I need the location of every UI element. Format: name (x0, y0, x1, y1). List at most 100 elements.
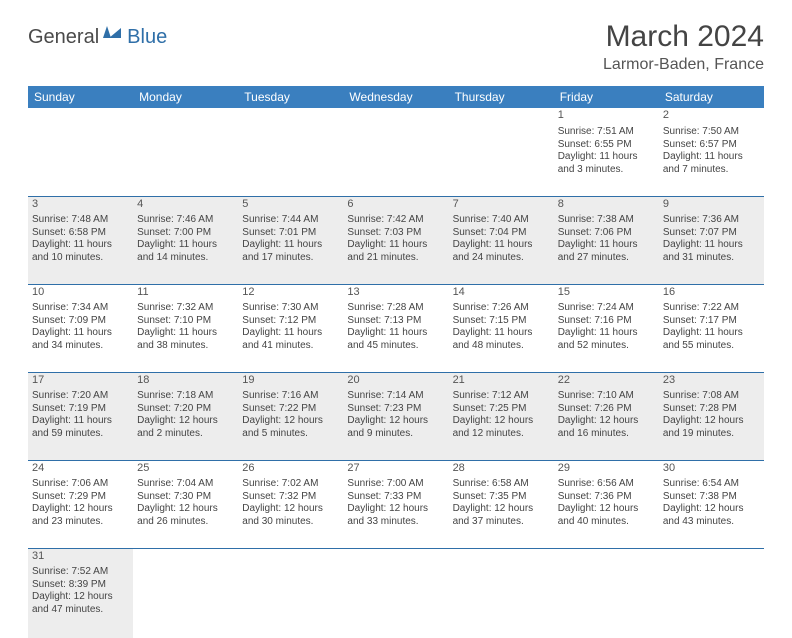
day-content-cell: Sunrise: 7:22 AMSunset: 7:17 PMDaylight:… (659, 300, 764, 372)
header: General Blue March 2024 Larmor-Baden, Fr… (28, 20, 764, 74)
day-content-cell (554, 564, 659, 638)
sunrise-text: Sunrise: 7:52 AM (32, 566, 129, 579)
sunset-text: Sunset: 7:23 PM (347, 403, 444, 416)
sunrise-text: Sunrise: 7:22 AM (663, 302, 760, 315)
day-number-cell (133, 548, 238, 564)
sunset-text: Sunset: 7:10 PM (137, 315, 234, 328)
sunrise-text: Sunrise: 7:24 AM (558, 302, 655, 315)
day-content-cell: Sunrise: 7:46 AMSunset: 7:00 PMDaylight:… (133, 212, 238, 284)
sunrise-text: Sunrise: 7:06 AM (32, 478, 129, 491)
sunrise-text: Sunrise: 7:30 AM (242, 302, 339, 315)
day-content-cell (238, 124, 343, 196)
week-daynum-row: 12 (28, 108, 764, 124)
day-header: Thursday (449, 86, 554, 108)
sunrise-text: Sunrise: 7:51 AM (558, 126, 655, 139)
day-content-cell (133, 564, 238, 638)
daylight-text: Daylight: 12 hours and 19 minutes. (663, 415, 760, 440)
daylight-text: Daylight: 12 hours and 47 minutes. (32, 591, 129, 616)
day-number-cell: 31 (28, 548, 133, 564)
day-content-cell: Sunrise: 6:56 AMSunset: 7:36 PMDaylight:… (554, 476, 659, 548)
sunrise-text: Sunrise: 7:16 AM (242, 390, 339, 403)
sunset-text: Sunset: 7:33 PM (347, 491, 444, 504)
sunset-text: Sunset: 7:06 PM (558, 227, 655, 240)
day-number-cell (238, 108, 343, 124)
day-content-cell: Sunrise: 7:34 AMSunset: 7:09 PMDaylight:… (28, 300, 133, 372)
location: Larmor-Baden, France (603, 56, 764, 74)
sunrise-text: Sunrise: 7:28 AM (347, 302, 444, 315)
sunset-text: Sunset: 7:01 PM (242, 227, 339, 240)
daylight-text: Daylight: 12 hours and 43 minutes. (663, 503, 760, 528)
day-number-cell: 5 (238, 196, 343, 212)
sunset-text: Sunset: 8:39 PM (32, 579, 129, 592)
day-number-cell: 29 (554, 460, 659, 476)
daylight-text: Daylight: 11 hours and 7 minutes. (663, 151, 760, 176)
sunrise-text: Sunrise: 7:46 AM (137, 214, 234, 227)
day-content-cell: Sunrise: 7:42 AMSunset: 7:03 PMDaylight:… (343, 212, 448, 284)
day-content-cell: Sunrise: 7:04 AMSunset: 7:30 PMDaylight:… (133, 476, 238, 548)
daylight-text: Daylight: 11 hours and 48 minutes. (453, 327, 550, 352)
day-content-cell (659, 564, 764, 638)
sunrise-text: Sunrise: 7:26 AM (453, 302, 550, 315)
sunset-text: Sunset: 7:03 PM (347, 227, 444, 240)
day-content-cell: Sunrise: 7:50 AMSunset: 6:57 PMDaylight:… (659, 124, 764, 196)
sunset-text: Sunset: 7:25 PM (453, 403, 550, 416)
sunrise-text: Sunrise: 7:38 AM (558, 214, 655, 227)
day-content-cell: Sunrise: 7:02 AMSunset: 7:32 PMDaylight:… (238, 476, 343, 548)
day-number-cell: 7 (449, 196, 554, 212)
day-number-cell: 27 (343, 460, 448, 476)
sunrise-text: Sunrise: 7:42 AM (347, 214, 444, 227)
day-number-cell (659, 548, 764, 564)
day-number-cell: 26 (238, 460, 343, 476)
daylight-text: Daylight: 12 hours and 37 minutes. (453, 503, 550, 528)
day-content-cell: Sunrise: 7:26 AMSunset: 7:15 PMDaylight:… (449, 300, 554, 372)
daylight-text: Daylight: 12 hours and 23 minutes. (32, 503, 129, 528)
day-header: Wednesday (343, 86, 448, 108)
day-number-cell: 3 (28, 196, 133, 212)
day-number-cell: 10 (28, 284, 133, 300)
day-content-cell: Sunrise: 7:32 AMSunset: 7:10 PMDaylight:… (133, 300, 238, 372)
sunrise-text: Sunrise: 7:48 AM (32, 214, 129, 227)
daylight-text: Daylight: 11 hours and 21 minutes. (347, 239, 444, 264)
day-content-cell: Sunrise: 7:44 AMSunset: 7:01 PMDaylight:… (238, 212, 343, 284)
day-header: Tuesday (238, 86, 343, 108)
sunset-text: Sunset: 7:00 PM (137, 227, 234, 240)
day-content-cell: Sunrise: 7:38 AMSunset: 7:06 PMDaylight:… (554, 212, 659, 284)
day-content-cell: Sunrise: 7:48 AMSunset: 6:58 PMDaylight:… (28, 212, 133, 284)
day-content-cell: Sunrise: 7:16 AMSunset: 7:22 PMDaylight:… (238, 388, 343, 460)
day-content-cell: Sunrise: 7:08 AMSunset: 7:28 PMDaylight:… (659, 388, 764, 460)
calendar-table: SundayMondayTuesdayWednesdayThursdayFrid… (28, 86, 764, 638)
sunset-text: Sunset: 6:57 PM (663, 139, 760, 152)
day-content-cell: Sunrise: 7:06 AMSunset: 7:29 PMDaylight:… (28, 476, 133, 548)
daylight-text: Daylight: 11 hours and 10 minutes. (32, 239, 129, 264)
daylight-text: Daylight: 12 hours and 12 minutes. (453, 415, 550, 440)
sunrise-text: Sunrise: 7:12 AM (453, 390, 550, 403)
sunrise-text: Sunrise: 7:00 AM (347, 478, 444, 491)
sunrise-text: Sunrise: 7:50 AM (663, 126, 760, 139)
sunset-text: Sunset: 7:17 PM (663, 315, 760, 328)
sunset-text: Sunset: 7:20 PM (137, 403, 234, 416)
day-number-cell: 30 (659, 460, 764, 476)
daylight-text: Daylight: 11 hours and 55 minutes. (663, 327, 760, 352)
day-number-cell: 8 (554, 196, 659, 212)
daylight-text: Daylight: 11 hours and 45 minutes. (347, 327, 444, 352)
day-number-cell: 24 (28, 460, 133, 476)
day-content-cell (449, 124, 554, 196)
day-number-cell: 15 (554, 284, 659, 300)
daylight-text: Daylight: 12 hours and 40 minutes. (558, 503, 655, 528)
day-number-cell (449, 548, 554, 564)
sunset-text: Sunset: 7:38 PM (663, 491, 760, 504)
sunrise-text: Sunrise: 7:32 AM (137, 302, 234, 315)
sunrise-text: Sunrise: 7:18 AM (137, 390, 234, 403)
day-number-cell: 28 (449, 460, 554, 476)
day-content-cell (238, 564, 343, 638)
sunrise-text: Sunrise: 7:44 AM (242, 214, 339, 227)
day-number-cell: 22 (554, 372, 659, 388)
day-content-cell: Sunrise: 7:00 AMSunset: 7:33 PMDaylight:… (343, 476, 448, 548)
week-content-row: Sunrise: 7:52 AMSunset: 8:39 PMDaylight:… (28, 564, 764, 638)
day-number-cell: 20 (343, 372, 448, 388)
sunrise-text: Sunrise: 7:20 AM (32, 390, 129, 403)
sunset-text: Sunset: 7:36 PM (558, 491, 655, 504)
sunset-text: Sunset: 7:30 PM (137, 491, 234, 504)
daylight-text: Daylight: 12 hours and 16 minutes. (558, 415, 655, 440)
day-header-row: SundayMondayTuesdayWednesdayThursdayFrid… (28, 86, 764, 108)
